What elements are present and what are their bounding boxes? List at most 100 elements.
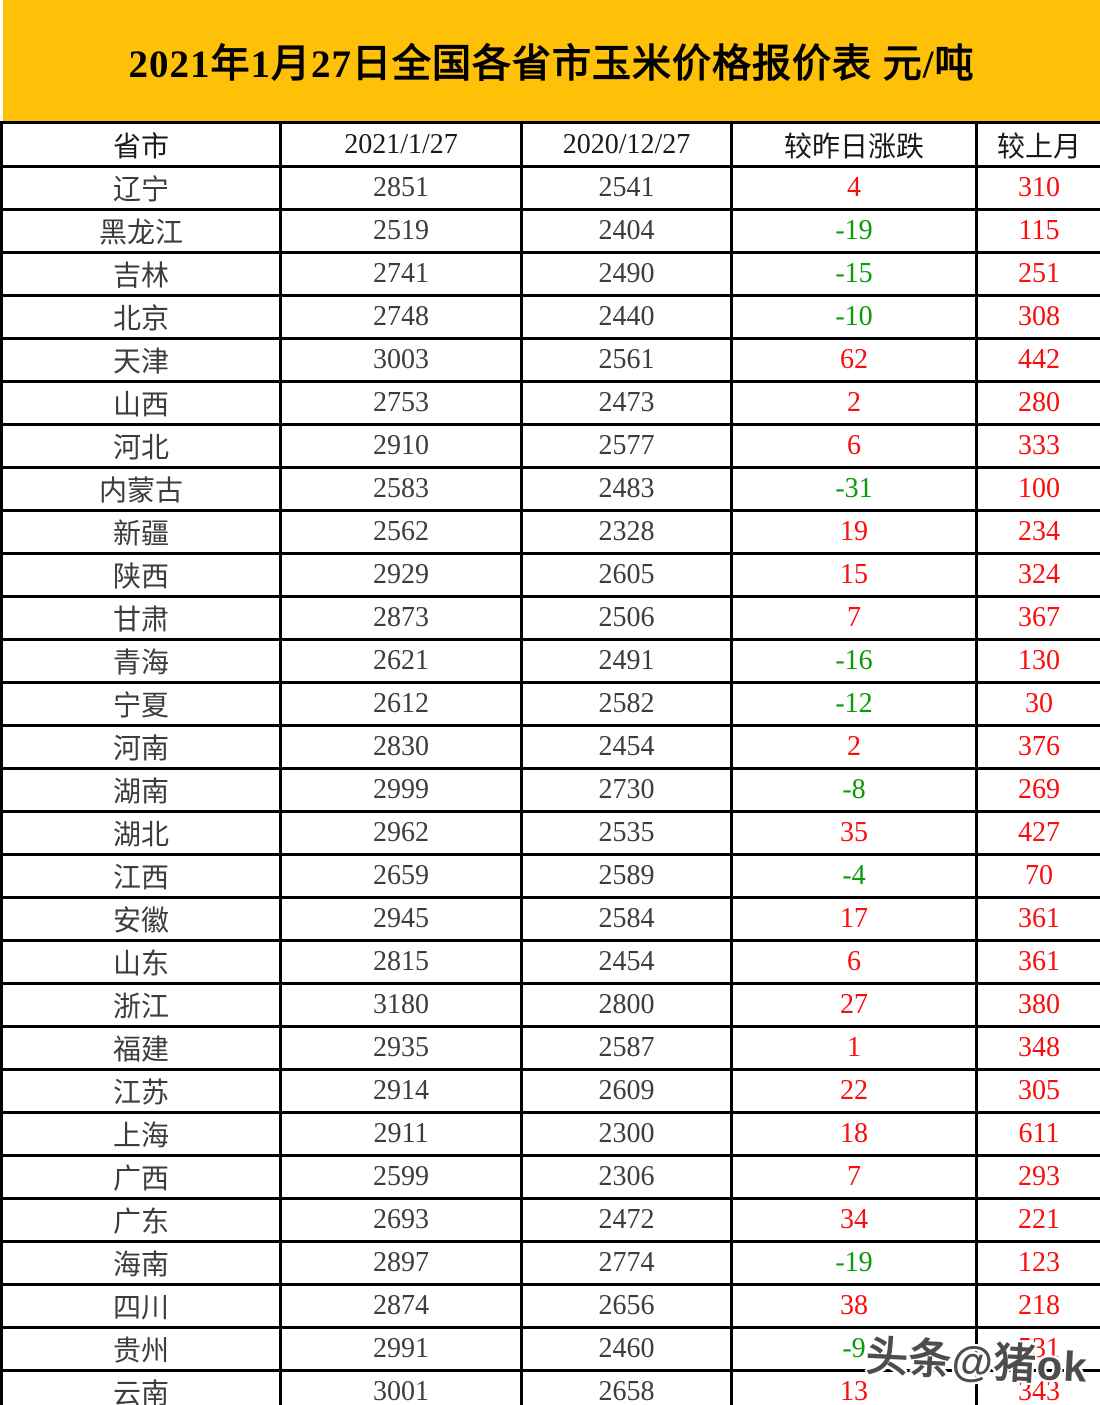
table-row: 吉林 2741 2490 -15 251 — [0, 251, 1100, 297]
price-prev-cell: 2300 — [520, 1111, 733, 1157]
day-change-cell: -15 — [730, 251, 978, 297]
month-change-cell: 531 — [975, 1326, 1100, 1372]
month-change-cell: 310 — [975, 165, 1100, 211]
province-cell: 广西 — [0, 1154, 282, 1200]
price-current-cell: 2991 — [279, 1326, 523, 1372]
month-change-cell: 251 — [975, 251, 1100, 297]
province-cell: 福建 — [0, 1025, 282, 1071]
day-change-cell: 6 — [730, 423, 978, 469]
table-row: 辽宁 2851 2541 4 310 — [0, 165, 1100, 211]
corn-price-table: 省市 2021/1/27 2020/12/27 较昨日涨跌 较上月 辽宁 2851… — [0, 121, 1100, 1405]
day-change-cell: 1 — [730, 1025, 978, 1071]
table-row: 上海 2911 2300 18 611 — [0, 1111, 1100, 1157]
province-cell: 广东 — [0, 1197, 282, 1243]
price-prev-cell: 2490 — [520, 251, 733, 297]
province-cell: 黑龙江 — [0, 208, 282, 254]
price-current-cell: 2519 — [279, 208, 523, 254]
price-prev-cell: 2730 — [520, 767, 733, 813]
table-row: 内蒙古 2583 2483 -31 100 — [0, 466, 1100, 512]
month-change-cell: 611 — [975, 1111, 1100, 1157]
price-prev-cell: 2605 — [520, 552, 733, 598]
province-cell: 浙江 — [0, 982, 282, 1028]
day-change-cell: 15 — [730, 552, 978, 598]
table-body: 辽宁 2851 2541 4 310 黑龙江 2519 2404 -19 115 吉林 2741 249… — [0, 165, 1100, 1405]
month-change-cell: 380 — [975, 982, 1100, 1028]
day-change-cell: 22 — [730, 1068, 978, 1114]
month-change-cell: 305 — [975, 1068, 1100, 1114]
price-prev-cell: 2491 — [520, 638, 733, 684]
table-row: 陕西 2929 2605 15 324 — [0, 552, 1100, 598]
price-current-cell: 3003 — [279, 337, 523, 383]
province-cell: 吉林 — [0, 251, 282, 297]
column-header-province: 省市 — [0, 121, 282, 168]
day-change-cell: 19 — [730, 509, 978, 555]
day-change-cell: -4 — [730, 853, 978, 899]
day-change-cell: 38 — [730, 1283, 978, 1329]
price-prev-cell: 2582 — [520, 681, 733, 727]
price-current-cell: 2612 — [279, 681, 523, 727]
table-row: 山西 2753 2473 2 280 — [0, 380, 1100, 426]
price-current-cell: 2897 — [279, 1240, 523, 1286]
day-change-cell: 34 — [730, 1197, 978, 1243]
month-change-cell: 367 — [975, 595, 1100, 641]
title-banner: 2021年1月27日全国各省市玉米价格报价表 元/吨 — [0, 0, 1100, 121]
month-change-cell: 30 — [975, 681, 1100, 727]
month-change-cell: 324 — [975, 552, 1100, 598]
day-change-cell: 62 — [730, 337, 978, 383]
table-row: 海南 2897 2774 -19 123 — [0, 1240, 1100, 1286]
month-change-cell: 115 — [975, 208, 1100, 254]
province-cell: 天津 — [0, 337, 282, 383]
column-header-day-change: 较昨日涨跌 — [730, 121, 978, 168]
month-change-cell: 308 — [975, 294, 1100, 340]
month-change-cell: 293 — [975, 1154, 1100, 1200]
price-current-cell: 2830 — [279, 724, 523, 770]
day-change-cell: -9 — [730, 1326, 978, 1372]
price-current-cell: 2935 — [279, 1025, 523, 1071]
price-prev-cell: 2483 — [520, 466, 733, 512]
table-row: 湖南 2999 2730 -8 269 — [0, 767, 1100, 813]
province-cell: 山东 — [0, 939, 282, 985]
month-change-cell: 280 — [975, 380, 1100, 426]
table-row: 四川 2874 2656 38 218 — [0, 1283, 1100, 1329]
day-change-cell: 17 — [730, 896, 978, 942]
month-change-cell: 361 — [975, 939, 1100, 985]
price-prev-cell: 2404 — [520, 208, 733, 254]
day-change-cell: 18 — [730, 1111, 978, 1157]
price-current-cell: 2599 — [279, 1154, 523, 1200]
table-row: 甘肃 2873 2506 7 367 — [0, 595, 1100, 641]
table-row: 江西 2659 2589 -4 70 — [0, 853, 1100, 899]
day-change-cell: 6 — [730, 939, 978, 985]
table-row: 河北 2910 2577 6 333 — [0, 423, 1100, 469]
day-change-cell: 7 — [730, 1154, 978, 1200]
table-row: 安徽 2945 2584 17 361 — [0, 896, 1100, 942]
column-header-current-date: 2021/1/27 — [279, 121, 523, 168]
day-change-cell: -8 — [730, 767, 978, 813]
day-change-cell: -19 — [730, 1240, 978, 1286]
month-change-cell: 427 — [975, 810, 1100, 856]
table-row: 湖北 2962 2535 35 427 — [0, 810, 1100, 856]
province-cell: 海南 — [0, 1240, 282, 1286]
province-cell: 安徽 — [0, 896, 282, 942]
table-row: 广西 2599 2306 7 293 — [0, 1154, 1100, 1200]
price-prev-cell: 2454 — [520, 724, 733, 770]
price-prev-cell: 2587 — [520, 1025, 733, 1071]
province-cell: 河南 — [0, 724, 282, 770]
province-cell: 湖南 — [0, 767, 282, 813]
province-cell: 新疆 — [0, 509, 282, 555]
price-current-cell: 2929 — [279, 552, 523, 598]
month-change-cell: 70 — [975, 853, 1100, 899]
province-cell: 四川 — [0, 1283, 282, 1329]
province-cell: 陕西 — [0, 552, 282, 598]
table-row: 云南 3001 2658 13 343 — [0, 1369, 1100, 1405]
price-current-cell: 2621 — [279, 638, 523, 684]
page-title: 2021年1月27日全国各省市玉米价格报价表 元/吨 — [128, 42, 975, 86]
province-cell: 内蒙古 — [0, 466, 282, 512]
table-row: 青海 2621 2491 -16 130 — [0, 638, 1100, 684]
month-change-cell: 343 — [975, 1369, 1100, 1405]
price-current-cell: 2999 — [279, 767, 523, 813]
day-change-cell: -19 — [730, 208, 978, 254]
price-prev-cell: 2656 — [520, 1283, 733, 1329]
price-current-cell: 2911 — [279, 1111, 523, 1157]
month-change-cell: 442 — [975, 337, 1100, 383]
province-cell: 河北 — [0, 423, 282, 469]
